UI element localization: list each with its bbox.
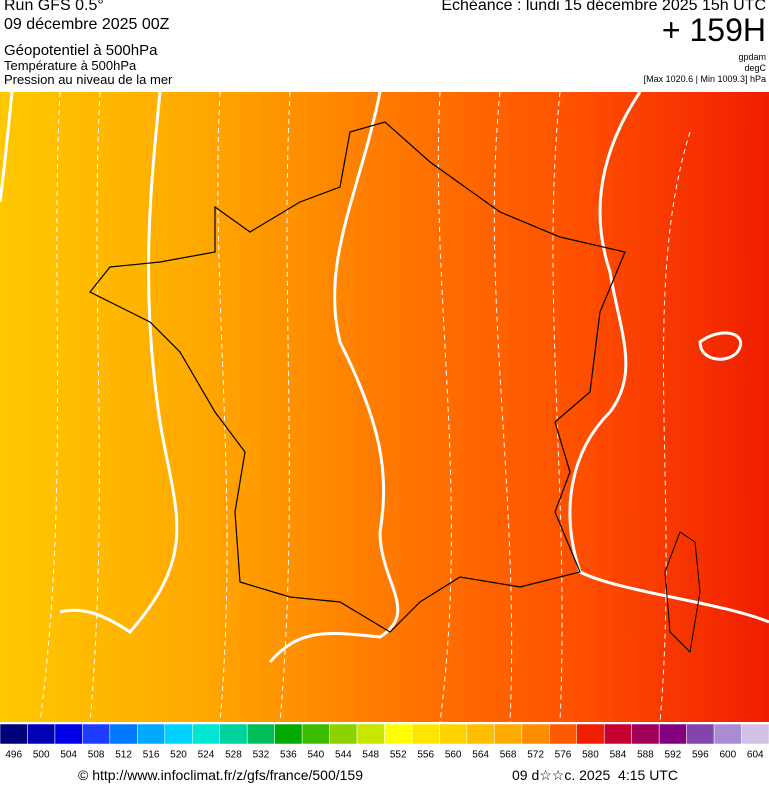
colorbar-label: 496 — [5, 750, 22, 761]
colorbar-label: 568 — [500, 750, 517, 761]
colorbar-label: 544 — [335, 750, 352, 761]
colorbar-swatch — [54, 724, 83, 745]
colorbar-label: 520 — [170, 750, 187, 761]
valid-time: Echéance : lundi 15 décembre 2025 15h UT… — [441, 0, 766, 14]
layer: Pression au niveau de la mer — [4, 72, 173, 87]
pressure-range: [Max 1020.6 | Min 1009.3] hPa — [643, 74, 766, 84]
colorbar-swatch — [219, 724, 248, 745]
colorbar-label: 580 — [582, 750, 599, 761]
colorbar-swatch — [494, 724, 523, 745]
colorbar-swatch — [109, 724, 138, 745]
colorbar-swatch — [439, 724, 468, 745]
colorbar-label: 560 — [445, 750, 462, 761]
colorbar-label: 596 — [692, 750, 709, 761]
colorbar-swatch — [356, 724, 385, 745]
colorbar-swatch — [384, 724, 413, 745]
colorbar-swatch — [192, 724, 220, 745]
colorbar-swatch — [82, 724, 111, 745]
colorbar-label: 528 — [225, 750, 242, 761]
coastline — [89, 121, 626, 633]
colorbar-label: 564 — [472, 750, 489, 761]
layer: Température à 500hPa — [4, 58, 137, 73]
colorbar-swatch — [686, 724, 715, 745]
colorbar-label: 512 — [115, 750, 132, 761]
colorbar-swatch — [631, 724, 660, 745]
field — [0, 92, 769, 722]
colorbar-label: 604 — [747, 750, 764, 761]
colorbar-label: 516 — [143, 750, 160, 761]
colorbar-swatch — [603, 724, 632, 745]
colorbar-swatch — [411, 724, 440, 745]
source-url: © http://www.infoclimat.fr/z/gfs/france/… — [78, 767, 363, 783]
geopotential-contours — [0, 92, 769, 663]
colorbar-label: 572 — [527, 750, 544, 761]
colorbar-swatch — [27, 724, 56, 745]
colorbar-swatch — [466, 724, 495, 745]
unit: degC — [744, 63, 766, 73]
run-date: 09 décembre 2025 00Z — [4, 16, 170, 33]
unit: gpdam — [738, 52, 766, 62]
colorbar-swatch — [521, 724, 550, 745]
colorbar-label: 600 — [719, 750, 736, 761]
colorbar-swatch — [741, 724, 769, 745]
colorbar-label: 576 — [555, 750, 572, 761]
colorbar-swatch — [301, 724, 330, 745]
generated-time: 09 d☆☆c. 2025 4:15 UTC — [512, 767, 678, 783]
colorbar-swatch — [713, 724, 742, 745]
lead-time: + 159H — [661, 12, 766, 48]
colorbar-swatch — [329, 724, 358, 745]
colorbar-label: 556 — [417, 750, 434, 761]
colorbar-label: 584 — [610, 750, 627, 761]
run: Run GFS 0.5° — [4, 0, 104, 14]
colorbar-label: 500 — [33, 750, 50, 761]
colorbar-swatch — [164, 724, 193, 745]
colorbar-label: 592 — [665, 750, 682, 761]
colorbar-label: 524 — [198, 750, 215, 761]
colorbar-label: 552 — [390, 750, 407, 761]
colorbar-swatch — [0, 724, 28, 745]
temperature-contours — [39, 92, 691, 722]
colorbar-swatch — [274, 724, 303, 745]
colorbar-label: 540 — [307, 750, 324, 761]
colorbar-label: 504 — [60, 750, 77, 761]
map — [0, 92, 769, 722]
colorbar-swatch — [246, 724, 275, 745]
colorbar-label: 548 — [362, 750, 379, 761]
layer: Géopotentiel à 500hPa — [4, 42, 158, 59]
corsica — [664, 531, 701, 654]
colorbar-label: 508 — [88, 750, 105, 761]
colorbar-swatch — [576, 724, 605, 745]
colorbar-swatch — [137, 724, 166, 745]
colorbar-swatch — [549, 724, 577, 745]
colorbar: 496 500 504 508 512 516 520 524 528 532 536 540 544 5… — [0, 724, 769, 761]
colorbar-label: 532 — [253, 750, 270, 761]
colorbar-label: 536 — [280, 750, 297, 761]
colorbar-swatch — [658, 724, 687, 745]
colorbar-label: 588 — [637, 750, 654, 761]
